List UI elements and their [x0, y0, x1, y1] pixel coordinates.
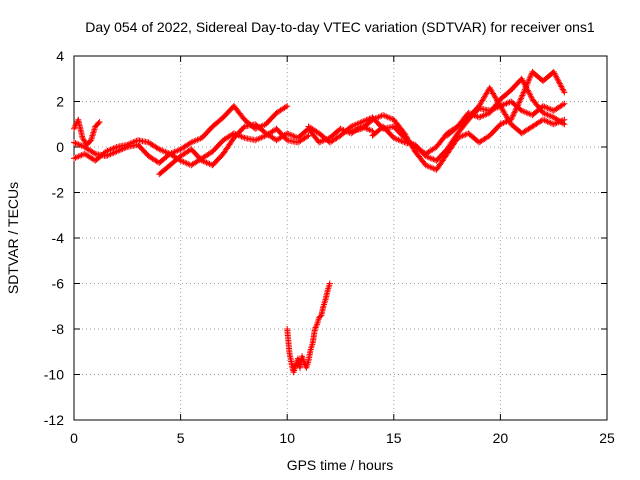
data-markers: [348, 68, 568, 173]
series-track-I: [444, 75, 568, 139]
series-track-A: [71, 116, 103, 148]
x-tick-label: 15: [386, 430, 402, 446]
y-tick-label: -2: [52, 185, 65, 201]
data-series: [71, 68, 568, 376]
y-axis-label: SDTVAR / TECUs: [5, 182, 21, 294]
x-tick-label: 20: [493, 430, 509, 446]
x-tick-label: 5: [177, 430, 185, 446]
x-tick-label: 25: [599, 430, 615, 446]
chart-title: Day 054 of 2022, Sidereal Day-to-day VTE…: [85, 19, 595, 35]
data-markers: [156, 121, 376, 178]
y-axis-ticks: -12 -10 -8 -6 -4 -2 0 2 4: [44, 48, 607, 428]
x-tick-label: 0: [70, 430, 78, 446]
y-tick-label: -4: [52, 230, 65, 246]
y-tick-label: 0: [56, 139, 64, 155]
data-markers: [305, 84, 568, 157]
y-tick-label: 2: [56, 94, 64, 110]
series-track-G: [348, 68, 568, 173]
x-axis-ticks: 0 5 10 15 20 25: [70, 56, 615, 446]
plot-frame: [73, 55, 608, 421]
gridlines: [74, 56, 607, 420]
y-tick-label: -6: [52, 276, 65, 292]
x-tick-label: 10: [279, 430, 295, 446]
y-tick-label: -12: [44, 412, 64, 428]
data-markers: [444, 75, 568, 139]
series-track-D: [156, 121, 376, 178]
y-tick-label: -8: [52, 321, 65, 337]
series-track-E: [284, 280, 333, 376]
data-markers: [284, 280, 333, 376]
y-tick-label: -10: [44, 367, 64, 383]
x-axis-label: GPS time / hours: [287, 457, 394, 473]
series-track-F: [305, 84, 568, 157]
y-tick-label: 4: [56, 48, 64, 64]
data-markers: [71, 116, 103, 148]
